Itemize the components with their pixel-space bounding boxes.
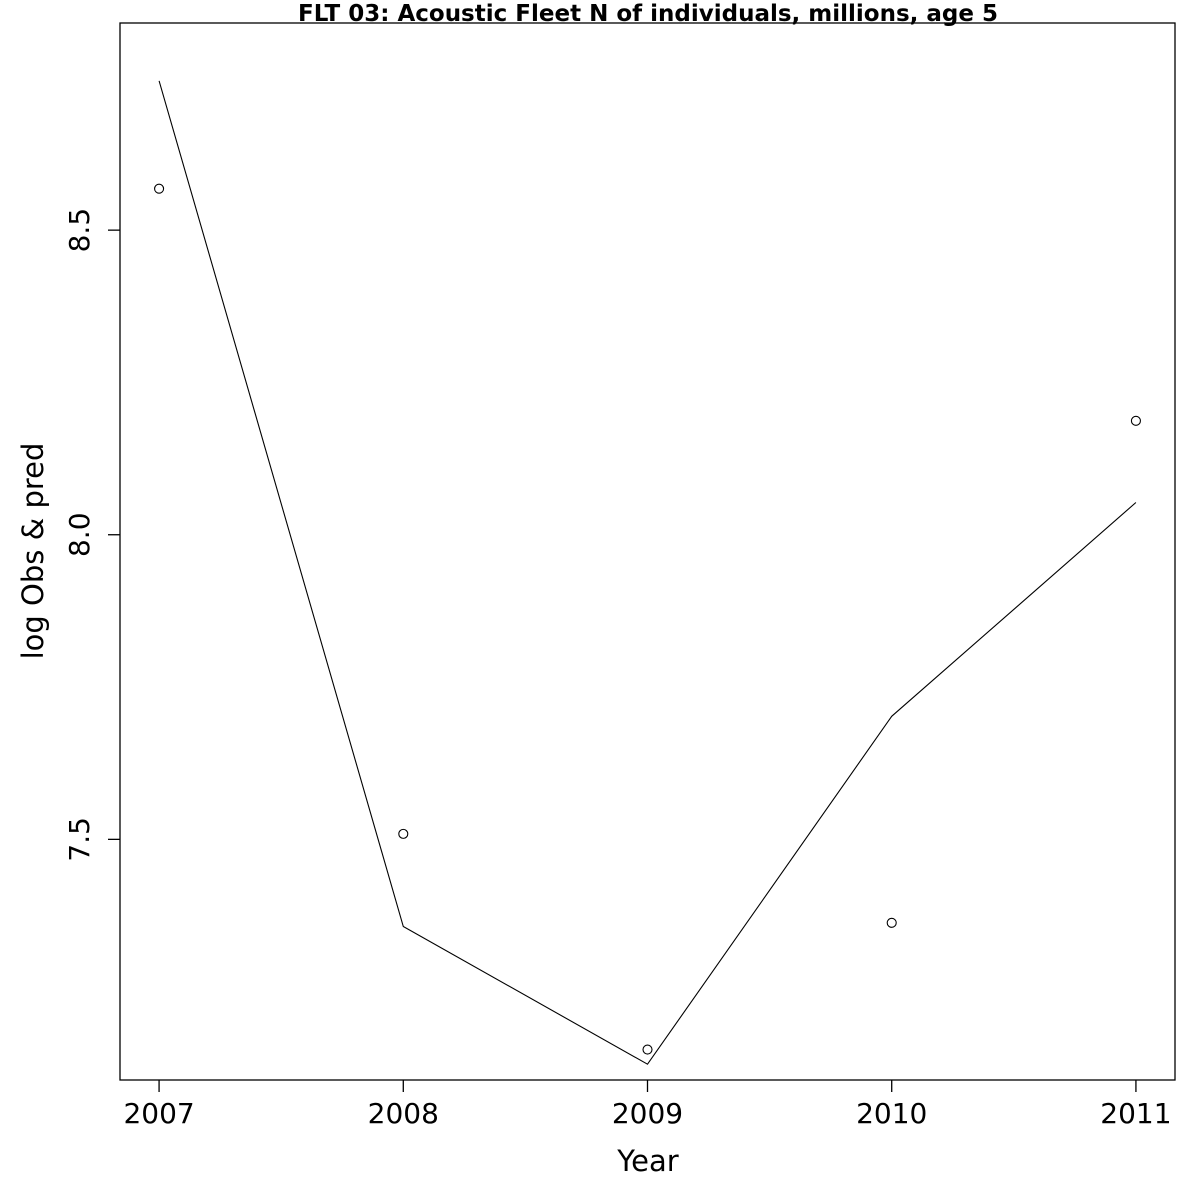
x-tick-label: 2011 xyxy=(1100,1097,1171,1130)
x-axis-label: Year xyxy=(616,1144,678,1178)
x-tick-label: 2007 xyxy=(123,1097,194,1130)
observed-point xyxy=(398,828,409,839)
predicted-line xyxy=(158,80,1137,1065)
plot-area xyxy=(154,80,1141,1065)
x-axis: 2007 2008 2009 2010 2011 xyxy=(123,1080,1172,1130)
y-tick-label: 8.0 xyxy=(63,512,96,557)
plot-frame xyxy=(119,22,1176,1081)
observed-point xyxy=(1130,415,1141,426)
x-tick-label: 2008 xyxy=(368,1097,439,1130)
y-tick-label: 8.5 xyxy=(63,208,96,253)
y-tick-label: 7.5 xyxy=(63,817,96,862)
observed-point xyxy=(154,183,165,194)
x-tick-label: 2009 xyxy=(612,1097,683,1130)
y-axis: 7.5 8.0 8.5 xyxy=(63,208,120,862)
y-axis-label: log Obs & pred xyxy=(16,443,50,660)
observed-point xyxy=(642,1044,653,1055)
x-tick-label: 2010 xyxy=(856,1097,927,1130)
observed-point xyxy=(886,917,897,928)
